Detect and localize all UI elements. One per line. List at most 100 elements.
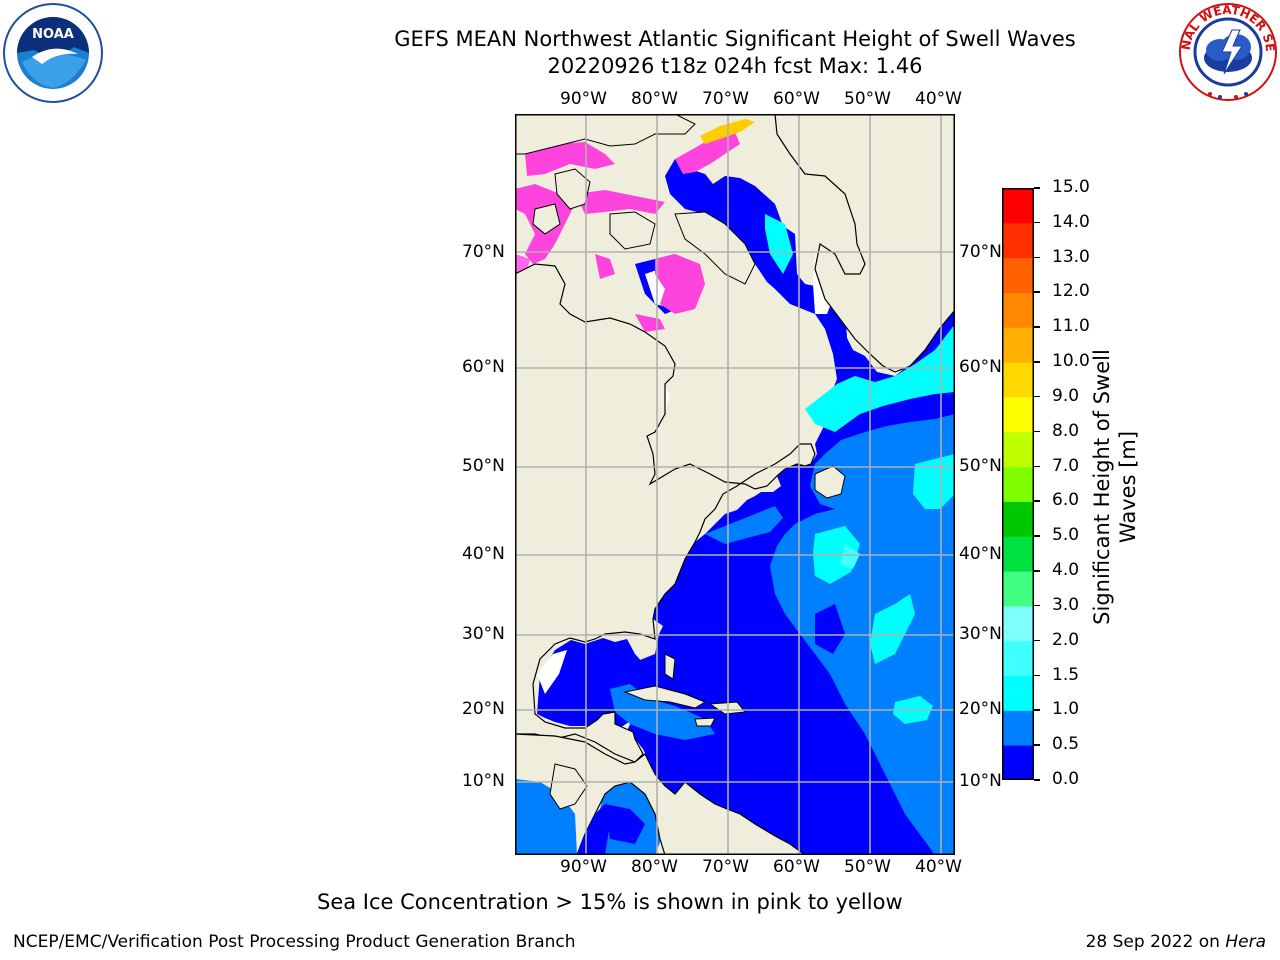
lon-label-top-50w: 50°W — [844, 89, 891, 109]
lat-label-right-30n: 30°N — [959, 624, 1002, 644]
lon-label-bottom-90w: 90°W — [560, 857, 607, 877]
map-frame — [515, 114, 955, 855]
nws-logo: NATIONAL WEATHER SERVICE — [1171, 0, 1280, 104]
colorbar-segment — [1002, 292, 1034, 328]
colorbar-tick-mark — [1034, 604, 1040, 607]
colorbar-segment — [1002, 466, 1034, 502]
lat-label-right-70n: 70°N — [959, 242, 1002, 262]
colorbar-tick-mark — [1034, 744, 1040, 746]
chart-title: GEFS MEAN Northwest Atlantic Significant… — [394, 27, 1076, 51]
cuba-land — [623, 685, 707, 709]
lon-label-top-90w: 90°W — [560, 89, 607, 109]
colorbar-tick-label: 5.0 — [1052, 525, 1080, 546]
colorbar-frame — [1002, 188, 1034, 780]
lon-label-bottom-80w: 80°W — [631, 857, 678, 877]
colorbar-segment — [1002, 188, 1034, 224]
colorbar-tick-mark — [1034, 291, 1040, 293]
lon-label-top-70w: 70°W — [702, 89, 749, 109]
colorbar-tick-label: 1.5 — [1052, 664, 1080, 685]
colorbar-tick-mark — [1034, 221, 1040, 224]
colorbar-tick-mark — [1034, 779, 1040, 781]
graticule — [515, 114, 955, 855]
lon-label-bottom-40w: 40°W — [915, 857, 962, 877]
colorbar-tick-mark — [1034, 570, 1040, 572]
colorbar-tick-mark — [1034, 256, 1040, 259]
colorbar-tick-label: 11.0 — [1052, 316, 1090, 337]
lat-label-right-60n: 60°N — [959, 357, 1002, 377]
colorbar-tick-label: 3.0 — [1052, 594, 1080, 615]
colorbar-segment — [1002, 501, 1034, 537]
colorbar-segment — [1002, 257, 1034, 293]
lat-label-left-20n: 20°N — [462, 699, 505, 719]
footer-machine: Hera — [1225, 932, 1266, 952]
lat-label-left-40n: 40°N — [462, 544, 505, 564]
swell-height-map — [515, 114, 955, 855]
lat-label-left-50n: 50°N — [462, 456, 505, 476]
noaa-logo: NOAA — [2, 2, 104, 104]
colorbar-tick-label: 7.0 — [1052, 455, 1080, 476]
lat-label-left-60n: 60°N — [462, 357, 505, 377]
colorbar-tick-label: 2.0 — [1052, 629, 1080, 650]
colorbar-tick-mark — [1034, 674, 1040, 677]
colorbar-segment — [1002, 640, 1034, 677]
colorbar-tick-mark — [1034, 361, 1040, 363]
colorbar-tick-label: 14.0 — [1052, 211, 1090, 232]
colorbar-segment — [1002, 710, 1034, 746]
colorbar-segment — [1002, 571, 1034, 607]
south-america-land — [515, 733, 807, 855]
colorbar-tick-label: 1.0 — [1052, 699, 1080, 720]
colorbar-segment — [1002, 327, 1034, 363]
noaa-logo-text: NOAA — [32, 27, 74, 42]
colorbar-tick-mark — [1034, 430, 1040, 433]
colorbar-tick-label: 4.0 — [1052, 560, 1080, 581]
colorbar-tick-mark — [1034, 639, 1040, 642]
colorbar-tick-label: 8.0 — [1052, 420, 1080, 441]
colorbar-tick-mark — [1034, 535, 1040, 537]
colorbar-segment — [1002, 745, 1034, 781]
colorbar-ticks: 0.0 0.5 1.0 1.5 2.0 3.0 4.0 5.0 6.0 7.0 8.0 9.0 10.0… — [1034, 177, 1104, 789]
map-panel — [515, 114, 955, 855]
noaa-logo-graphic: NOAA — [3, 3, 103, 103]
lon-label-top-60w: 60°W — [773, 89, 820, 109]
lon-label-bottom-50w: 50°W — [844, 857, 891, 877]
colorbar-tick-label: 0.5 — [1052, 734, 1080, 755]
swell-band-1.0-1.5 — [805, 324, 955, 432]
lat-label-right-10n: 10°N — [959, 771, 1002, 791]
lon-label-bottom-70w: 70°W — [702, 857, 749, 877]
lon-label-bottom-60w: 60°W — [773, 857, 820, 877]
colorbar-segment — [1002, 431, 1034, 468]
north-america-land — [515, 263, 816, 763]
colorbar-tick-label: 15.0 — [1052, 177, 1090, 197]
lon-label-top-40w: 40°W — [915, 89, 962, 109]
colorbar-graphic — [1002, 188, 1034, 781]
colorbar-label-line2: Waves [m] — [1116, 430, 1140, 544]
colorbar-segment — [1002, 605, 1034, 642]
colorbar-tick-label: 10.0 — [1052, 351, 1090, 372]
colorbar-segment — [1002, 536, 1034, 572]
colorbar-label-line1: Significant Height of Swell — [1090, 349, 1114, 625]
lat-label-left-70n: 70°N — [462, 242, 505, 262]
chart-subtitle: 20220926 t18z 024h fcst Max: 1.46 — [547, 54, 923, 78]
lat-label-right-50n: 50°N — [959, 456, 1002, 476]
nws-logo-graphic: NATIONAL WEATHER SERVICE — [1171, 0, 1277, 101]
colorbar-tick-mark — [1034, 187, 1040, 189]
greenland-land — [774, 114, 955, 373]
footer-date: 28 Sep 2022 on — [1085, 932, 1226, 952]
lat-label-right-20n: 20°N — [959, 699, 1002, 719]
colorbar-tick-label: 0.0 — [1052, 769, 1080, 789]
colorbar-segment — [1002, 222, 1034, 259]
colorbar-tick-label: 12.0 — [1052, 281, 1090, 302]
footer-right: 28 Sep 2022 on Hera — [1086, 932, 1266, 952]
colorbar-tick-label: 6.0 — [1052, 490, 1080, 511]
lon-label-top-80w: 80°W — [631, 89, 678, 109]
colorbar — [1002, 188, 1034, 781]
colorbar-tick-mark — [1034, 465, 1040, 468]
colorbar-tick-mark — [1034, 709, 1040, 711]
colorbar-tick-label: 13.0 — [1052, 246, 1090, 267]
footer-left: NCEP/EMC/Verification Post Processing Pr… — [13, 932, 576, 952]
colorbar-segment — [1002, 675, 1034, 711]
colorbar-segment — [1002, 362, 1034, 398]
colorbar-tick-mark — [1034, 500, 1040, 502]
lat-label-left-30n: 30°N — [462, 624, 505, 644]
colorbar-tick-mark — [1034, 326, 1040, 328]
